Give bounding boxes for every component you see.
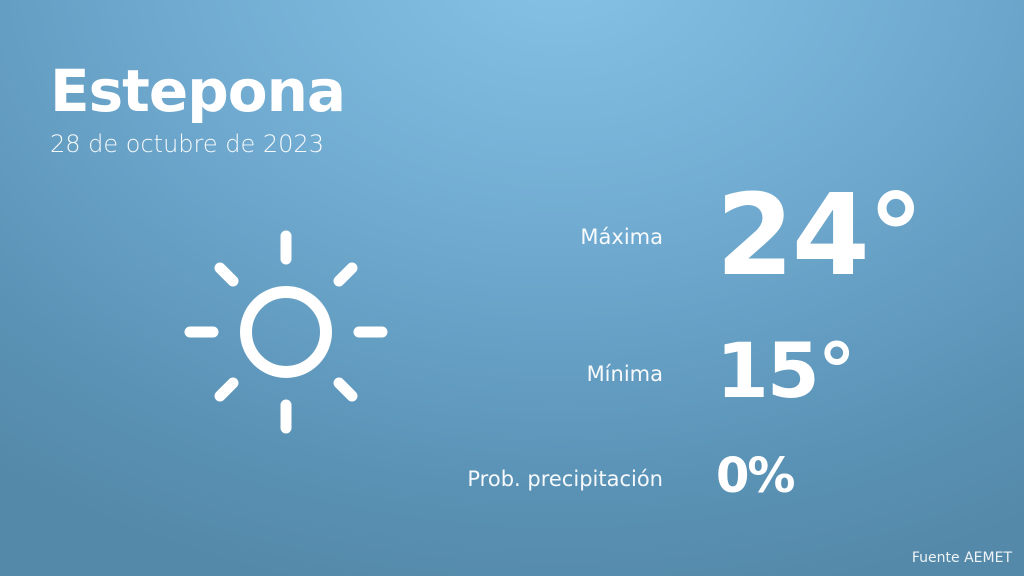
sun-icon <box>184 230 388 434</box>
precipitation-label: Prob. precipitación <box>467 467 663 491</box>
forecast-date: 28 de octubre de 2023 <box>50 130 324 158</box>
min-temp-value: 15° <box>716 326 856 415</box>
precipitation-value: 0% <box>716 448 795 504</box>
source-credit: Fuente AEMET <box>911 550 1012 566</box>
max-temp-label: Máxima <box>580 225 663 249</box>
min-temp-label: Mínima <box>586 362 663 386</box>
location-title: Estepona <box>50 57 346 125</box>
max-temp-value: 24° <box>716 171 924 301</box>
